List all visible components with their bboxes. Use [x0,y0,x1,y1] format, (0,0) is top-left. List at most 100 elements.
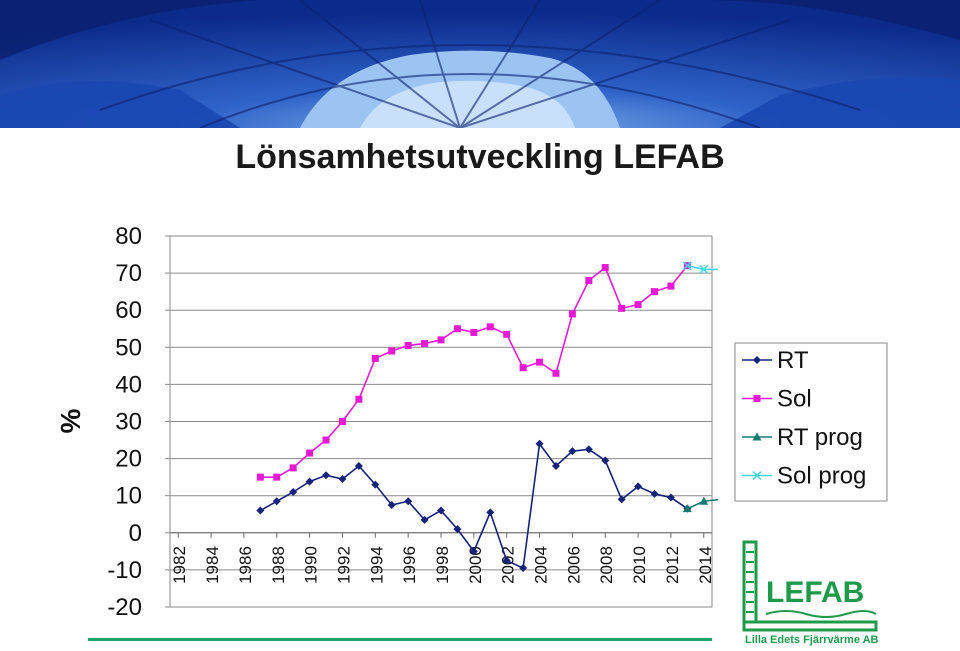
data-point-sol [568,310,576,318]
y-tick-label: 50 [115,334,142,361]
data-point-sol [503,330,511,338]
data-point-rt [256,506,265,515]
data-point-sol [470,328,478,336]
y-tick-label: 80 [115,223,142,250]
x-tick-label: 2010 [630,546,649,584]
data-point-rt [502,556,511,565]
data-point-rt [453,525,462,534]
data-point-sol [552,369,560,377]
legend-label-sol: Sol [777,386,812,413]
data-point-sol-prog [682,261,692,271]
legend-label-sol-prog: Sol prog [777,463,866,490]
data-point-rt-prog [682,504,692,513]
data-point-sol [437,336,445,344]
data-point-sol [585,277,593,285]
data-point-rt [535,439,544,448]
y-tick-label: -10 [107,557,142,584]
x-tick-label: 1984 [203,546,222,584]
data-point-sol [338,418,346,425]
x-tick-label: 1992 [334,546,353,584]
data-point-sol [519,364,527,372]
x-tick-label: 2000 [466,546,485,584]
legend-marker-sol [753,395,761,402]
data-point-rt [666,493,675,502]
data-point-rt [584,445,593,454]
x-tick-label: 2014 [696,546,715,584]
data-point-sol [601,264,609,272]
x-tick-label: 2004 [532,546,551,584]
hot-air-balloon-banner [0,0,960,128]
y-tick-label: 10 [115,483,142,510]
data-point-sol [421,340,429,348]
logo-caption: Lilla Edets Fjärrvärme AB [745,634,879,646]
legend-box [734,342,888,502]
data-point-rt [305,477,314,486]
x-tick-label: 1986 [236,546,255,584]
series-line-sol [260,265,688,478]
data-point-rt [469,547,478,556]
data-point-rt [551,462,560,471]
data-point-rt [437,506,445,515]
data-point-rt [371,480,380,489]
data-point-sol [355,395,363,403]
data-point-sol [667,282,675,290]
data-point-sol [618,304,626,312]
data-point-sol [322,436,330,444]
data-point-sol [404,341,412,349]
data-point-rt [420,515,429,524]
data-point-sol [388,347,396,355]
data-point-rt [354,462,363,471]
y-tick-label: 20 [115,446,142,473]
data-point-rt [601,456,610,465]
data-point-rt [568,447,577,456]
data-point-rt [289,487,298,496]
x-tick-label: 1982 [170,546,189,584]
data-point-rt [404,497,413,506]
y-tick-label: -20 [107,594,142,621]
data-point-rt [617,495,626,504]
y-tick-label: 0 [129,520,142,547]
y-tick-label: 30 [115,409,142,436]
x-tick-label: 1998 [433,546,452,584]
data-point-rt [486,508,495,517]
legend-label-rt: RT [777,347,809,374]
y-tick-label: 70 [115,260,142,287]
lefab-logo: LEFAB [742,540,878,632]
data-point-sol [273,473,281,481]
data-point-sol [256,473,264,481]
footer-divider [88,638,712,641]
data-point-rt [322,471,331,480]
data-point-sol [486,323,494,331]
data-point-rt [272,497,281,506]
x-tick-label: 1988 [269,546,288,584]
data-point-rt-prog [699,496,709,505]
data-point-sol [289,464,297,472]
x-tick-label: 2006 [564,546,583,584]
data-point-sol-prog [699,264,709,274]
logo-wordmark: LEFAB [766,576,864,609]
data-point-sol [371,354,379,362]
x-tick-label: 1990 [302,546,321,584]
data-point-rt [650,489,659,498]
data-point-rt [338,475,347,484]
x-tick-label: 1994 [367,546,386,584]
legend-marker-rt [753,356,761,364]
data-point-sol [651,288,659,296]
chart-title: Lönsamhetsutveckling LEFAB [235,138,725,176]
data-point-rt [634,482,643,491]
data-point-sol [634,301,642,309]
y-axis-label: % [55,408,86,433]
x-tick-label: 1996 [400,546,419,584]
legend-marker-sol-prog [752,470,762,481]
x-tick-label: 2008 [597,546,616,584]
legend-marker-rt-prog [752,432,762,441]
data-point-sol [453,325,461,333]
data-point-sol [536,358,544,366]
x-tick-label: 2012 [663,546,682,584]
data-point-sol [306,449,314,457]
y-tick-label: 60 [115,297,142,324]
y-tick-label: 40 [115,371,142,398]
x-tick-label: 2002 [499,546,518,584]
data-point-rt [519,564,528,573]
